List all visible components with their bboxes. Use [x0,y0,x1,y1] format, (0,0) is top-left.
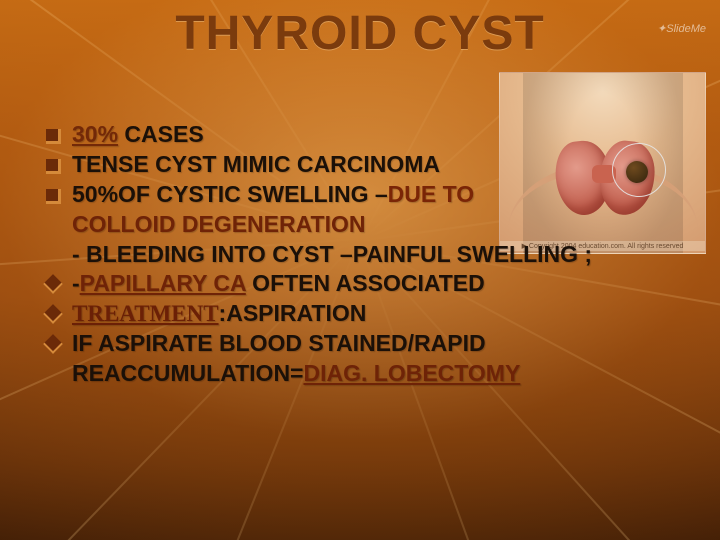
bullet-text: CASES [118,121,204,147]
bullet-text: 50%OF CYSTIC SWELLING – [72,181,388,207]
list-item: IF ASPIRATE BLOOD STAINED/RAPID REACCUMU… [72,329,696,389]
list-item: 30% CASES [72,120,696,150]
bullet-text: :ASPIRATION [219,300,367,326]
bullet-text: OFTEN ASSOCIATED [246,270,485,296]
watermark: ✦SlideMe [657,22,706,35]
diamond-bullet-icon [43,275,63,295]
bullet-text: TENSE CYST MIMIC CARCINOMA [72,151,440,177]
bullet-icon [46,189,61,204]
page-title: THYROID CYST [0,6,720,61]
bullet-text: TREATMENT [72,301,219,326]
bullet-text: PAPILLARY CA [80,270,246,296]
bullet-text: DIAG. LOBECTOMY [303,360,520,386]
list-item: TREATMENT:ASPIRATION [72,299,696,329]
bullet-icon [46,129,61,144]
list-item: 50%OF CYSTIC SWELLING –DUE TO [72,180,696,210]
bullet-text: DUE TO [388,181,474,207]
bullet-text: 30% [72,121,118,147]
bullet-icon [46,159,61,174]
diamond-bullet-icon [43,334,63,354]
slide: THYROID CYST ✦SlideMe ▶ Copyright 2004 e… [0,0,720,540]
bullet-list: 30% CASES TENSE CYST MIMIC CARCINOMA 50%… [72,120,696,389]
list-item: TENSE CYST MIMIC CARCINOMA [72,150,696,180]
list-item: -PAPILLARY CA OFTEN ASSOCIATED [72,269,696,299]
bullet-text: - BLEEDING INTO CYST –PAINFUL SWELLING ; [72,241,592,267]
diamond-bullet-icon [43,304,63,324]
bullet-text: - [72,270,80,296]
list-item: COLLOID DEGENERATION [72,210,696,240]
bullet-text: COLLOID DEGENERATION [72,211,365,237]
list-item: - BLEEDING INTO CYST –PAINFUL SWELLING ; [72,240,696,270]
